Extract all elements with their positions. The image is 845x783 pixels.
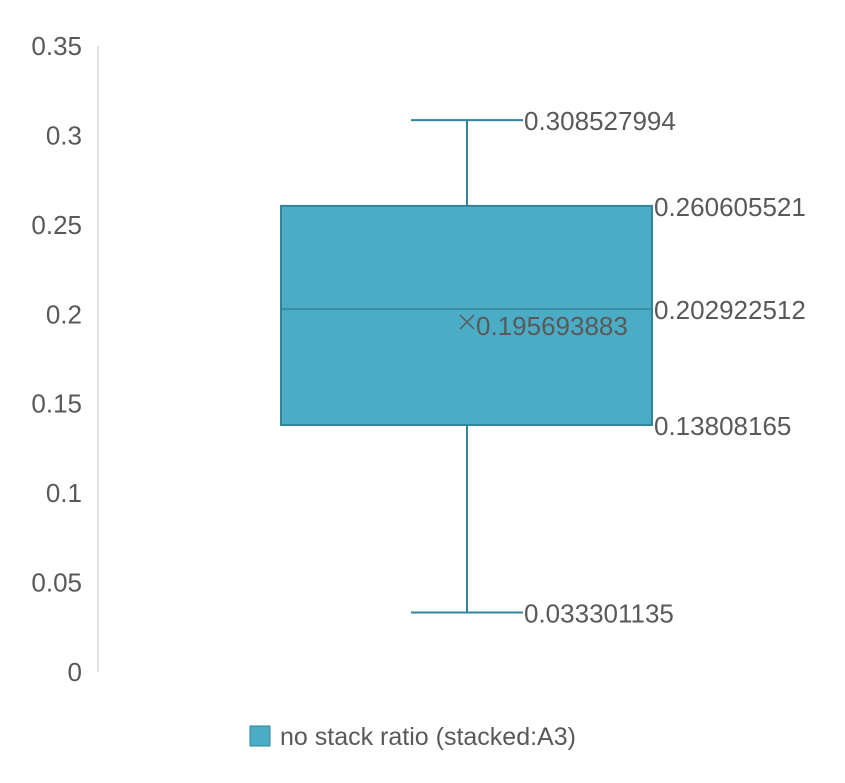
box-series: 0.308527994 0.260605521 0.202922512 0.19569… — [280, 106, 806, 628]
min-label: 0.033301135 — [524, 598, 674, 628]
y-axis-ticks: 0 0.05 0.1 0.15 0.2 0.25 0.3 0.35 — [31, 31, 82, 687]
legend-swatch — [249, 725, 271, 747]
y-tick-label: 0.15 — [31, 389, 82, 419]
interquartile-box — [280, 204, 653, 427]
y-tick-label: 0.25 — [31, 210, 82, 240]
mean-label: 0.195693883 — [476, 311, 628, 341]
mean-marker — [459, 314, 475, 330]
q3-label: 0.260605521 — [654, 192, 806, 222]
y-tick-label: 0.2 — [46, 299, 82, 329]
y-tick-label: 0.05 — [31, 568, 82, 598]
median-label: 0.202922512 — [654, 295, 806, 325]
y-tick-label: 0.35 — [31, 31, 82, 61]
q1-label: 0.13808165 — [654, 411, 791, 441]
max-label: 0.308527994 — [524, 106, 676, 136]
y-tick-label: 0.3 — [46, 120, 82, 150]
y-tick-label: 0.1 — [46, 478, 82, 508]
legend: no stack ratio (stacked:A3) — [249, 723, 576, 751]
legend-label: no stack ratio (stacked:A3) — [280, 723, 576, 751]
y-tick-label: 0 — [68, 657, 82, 687]
